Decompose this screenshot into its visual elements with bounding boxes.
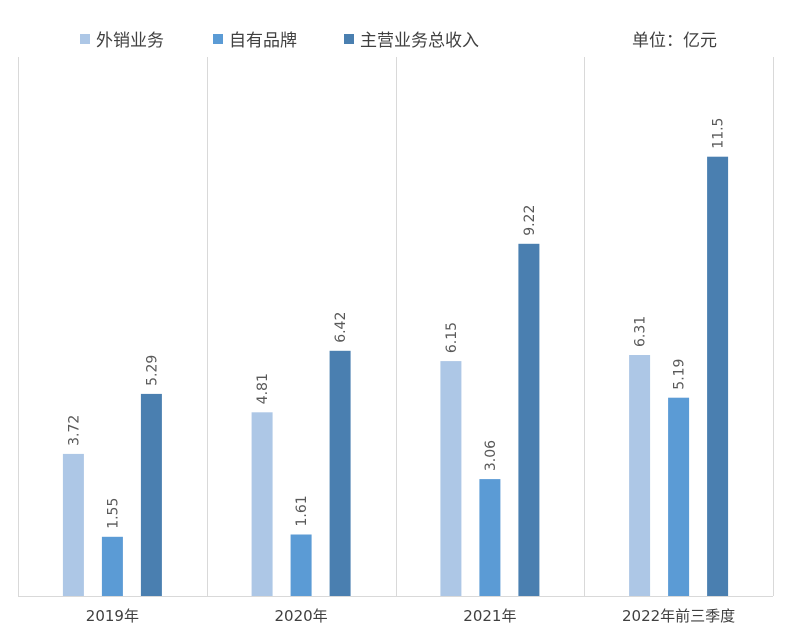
bar-value-label: 4.81 [255, 373, 271, 404]
bar-value-label: 6.31 [633, 316, 649, 347]
unit-label: 单位：亿元 [632, 31, 717, 51]
legend-label-export: 外销业务 [96, 31, 164, 51]
legend: 外销业务 自有品牌 主营业务总收入 [0, 26, 792, 54]
legend-item-own-brand: 自有品牌 [213, 26, 297, 51]
bar [329, 350, 351, 596]
bar-value-label: 3.06 [483, 440, 499, 471]
bar [707, 156, 729, 596]
bar-value-label: 6.15 [444, 322, 460, 353]
legend-item-export: 外销业务 [80, 26, 164, 51]
bar [668, 397, 690, 596]
bar [629, 355, 651, 596]
legend-swatch-total-revenue [344, 33, 354, 44]
bar [140, 393, 162, 596]
bar-value-label: 5.19 [672, 359, 688, 390]
bar [251, 412, 273, 596]
x-tick-label: 2019年 [86, 607, 139, 625]
bar-value-label: 5.29 [144, 355, 160, 386]
bar [101, 536, 123, 596]
x-tick-label: 2021年 [463, 607, 516, 625]
bar-value-label: 6.42 [333, 312, 349, 343]
bar-value-label: 3.72 [66, 415, 82, 446]
bar [62, 453, 84, 596]
legend-label-total-revenue: 主营业务总收入 [360, 31, 479, 51]
legend-swatch-export [80, 33, 90, 44]
bar-value-label: 1.61 [294, 495, 310, 526]
x-tick-label: 2022年前三季度 [622, 607, 735, 625]
legend-swatch-own-brand [213, 33, 223, 44]
bar [518, 243, 540, 597]
bar [290, 534, 312, 596]
x-tick-label: 2020年 [275, 607, 328, 625]
bar-value-label: 9.22 [522, 205, 538, 236]
bar-value-label: 1.55 [105, 498, 121, 529]
bar [479, 479, 501, 596]
legend-item-total-revenue: 主营业务总收入 [344, 26, 479, 51]
legend-label-own-brand: 自有品牌 [229, 31, 297, 51]
bar-value-label: 11.5 [711, 118, 727, 149]
bar [440, 361, 462, 596]
